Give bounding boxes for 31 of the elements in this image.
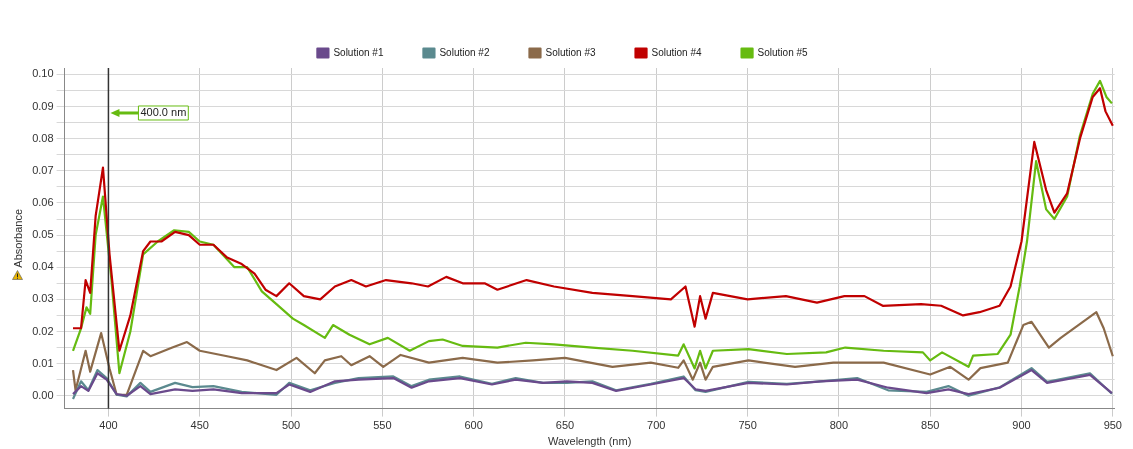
x-tick-label: 500 <box>281 419 301 432</box>
y-tick-label: 0.09 <box>32 99 54 112</box>
y-tick-label: 0.01 <box>32 356 54 369</box>
y-tick-label: 0.10 <box>32 67 54 80</box>
x-tick-label: 900 <box>1012 419 1031 432</box>
x-axis-title: Wavelength (nm) <box>547 435 632 448</box>
y-tick-label: 0.06 <box>32 195 54 208</box>
x-tick-label: 550 <box>373 419 392 432</box>
x-tick-label: 950 <box>1103 419 1122 432</box>
ref-line-label: 400.0 nm <box>140 106 187 119</box>
x-tick-label: 450 <box>190 419 209 432</box>
x-tick-label: 700 <box>647 419 666 432</box>
y-axis-title: Absorbance <box>11 208 24 268</box>
y-tick-label: 0.03 <box>32 292 54 305</box>
y-tick-label: 0.00 <box>32 388 54 401</box>
x-tick-label: 750 <box>738 419 757 432</box>
legend-label: Solution #3 <box>545 46 596 58</box>
y-tick-label: 0.05 <box>32 228 54 241</box>
x-tick-label: 650 <box>555 419 575 432</box>
legend-label: Solution #2 <box>439 46 490 58</box>
legend-label: Solution #5 <box>757 46 809 58</box>
x-tick-label: 800 <box>829 419 849 432</box>
y-tick-label: 0.02 <box>32 324 54 337</box>
legend-label: Solution #1 <box>333 46 384 58</box>
x-tick-label: 400 <box>99 419 118 432</box>
y-tick-label: 0.07 <box>32 163 54 176</box>
x-tick-label: 600 <box>464 419 483 432</box>
y-tick-label: 0.04 <box>32 260 54 273</box>
y-tick-label: 0.08 <box>32 131 54 144</box>
legend-label: Solution #4 <box>651 46 702 58</box>
x-tick-label: 850 <box>921 419 940 432</box>
